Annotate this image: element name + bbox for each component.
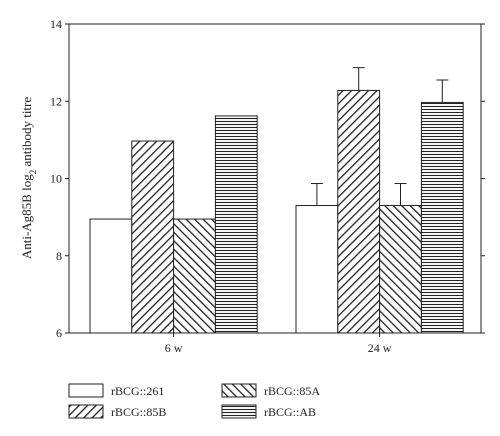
- legend-label-rbcg-85b: rBCG::85B: [111, 405, 166, 419]
- legend-item-rbcg-85b: rBCG::85B: [68, 404, 166, 419]
- x-tick-label-24-w: 24 w: [368, 341, 392, 355]
- legend-label-rbcg-261: rBCG::261: [111, 384, 164, 398]
- y-tick-label: 8: [56, 249, 62, 263]
- y-tick-label: 12: [50, 94, 62, 108]
- bar-rbcg-85a-24-w: [379, 205, 422, 334]
- y-tick-label: 6: [56, 326, 62, 340]
- y-tick-label: 14: [50, 17, 62, 31]
- legend-label-rbcg-ab: rBCG::AB: [264, 405, 316, 419]
- bar-rbcg-85a-6-w: [173, 218, 216, 334]
- x-tick-label-6-w: 6 w: [165, 341, 183, 355]
- y-axis-label: Anti-Ag85B log2 antibody titre: [19, 97, 38, 260]
- plot-area: 6 8 10 12 14 6 w 24 w: [50, 17, 485, 355]
- bar-rbcg-261-6-w: [89, 218, 133, 334]
- legend-swatch-rbcg-261: [68, 383, 104, 398]
- legend-swatch-rbcg-85a: [221, 383, 257, 398]
- bar-rbcg-261-24-w: [295, 205, 339, 334]
- legend-item-rbcg-261: rBCG::261: [68, 383, 164, 398]
- bar-rbcg-ab-24-w: [420, 101, 464, 334]
- bar-rbcg-85b-24-w: [337, 89, 381, 334]
- legend-item-rbcg-85a: rBCG::85A: [221, 383, 320, 398]
- legend-item-rbcg-ab: rBCG::AB: [221, 404, 316, 419]
- bar-rbcg-85b-6-w: [131, 140, 175, 334]
- x-axis: 6 w 24 w: [165, 333, 392, 355]
- error-bars: [310, 67, 449, 206]
- y-axis: 6 8 10 12 14: [50, 17, 485, 340]
- legend-swatch-rbcg-85b: [68, 404, 104, 419]
- y-axis-label-subscript: 2: [28, 170, 38, 175]
- y-tick-label: 10: [50, 172, 62, 186]
- legend-label-rbcg-85a: rBCG::85A: [264, 384, 320, 398]
- legend-swatch-rbcg-ab: [221, 404, 257, 419]
- bar-rbcg-ab-6-w: [214, 115, 258, 334]
- bars: [89, 89, 464, 334]
